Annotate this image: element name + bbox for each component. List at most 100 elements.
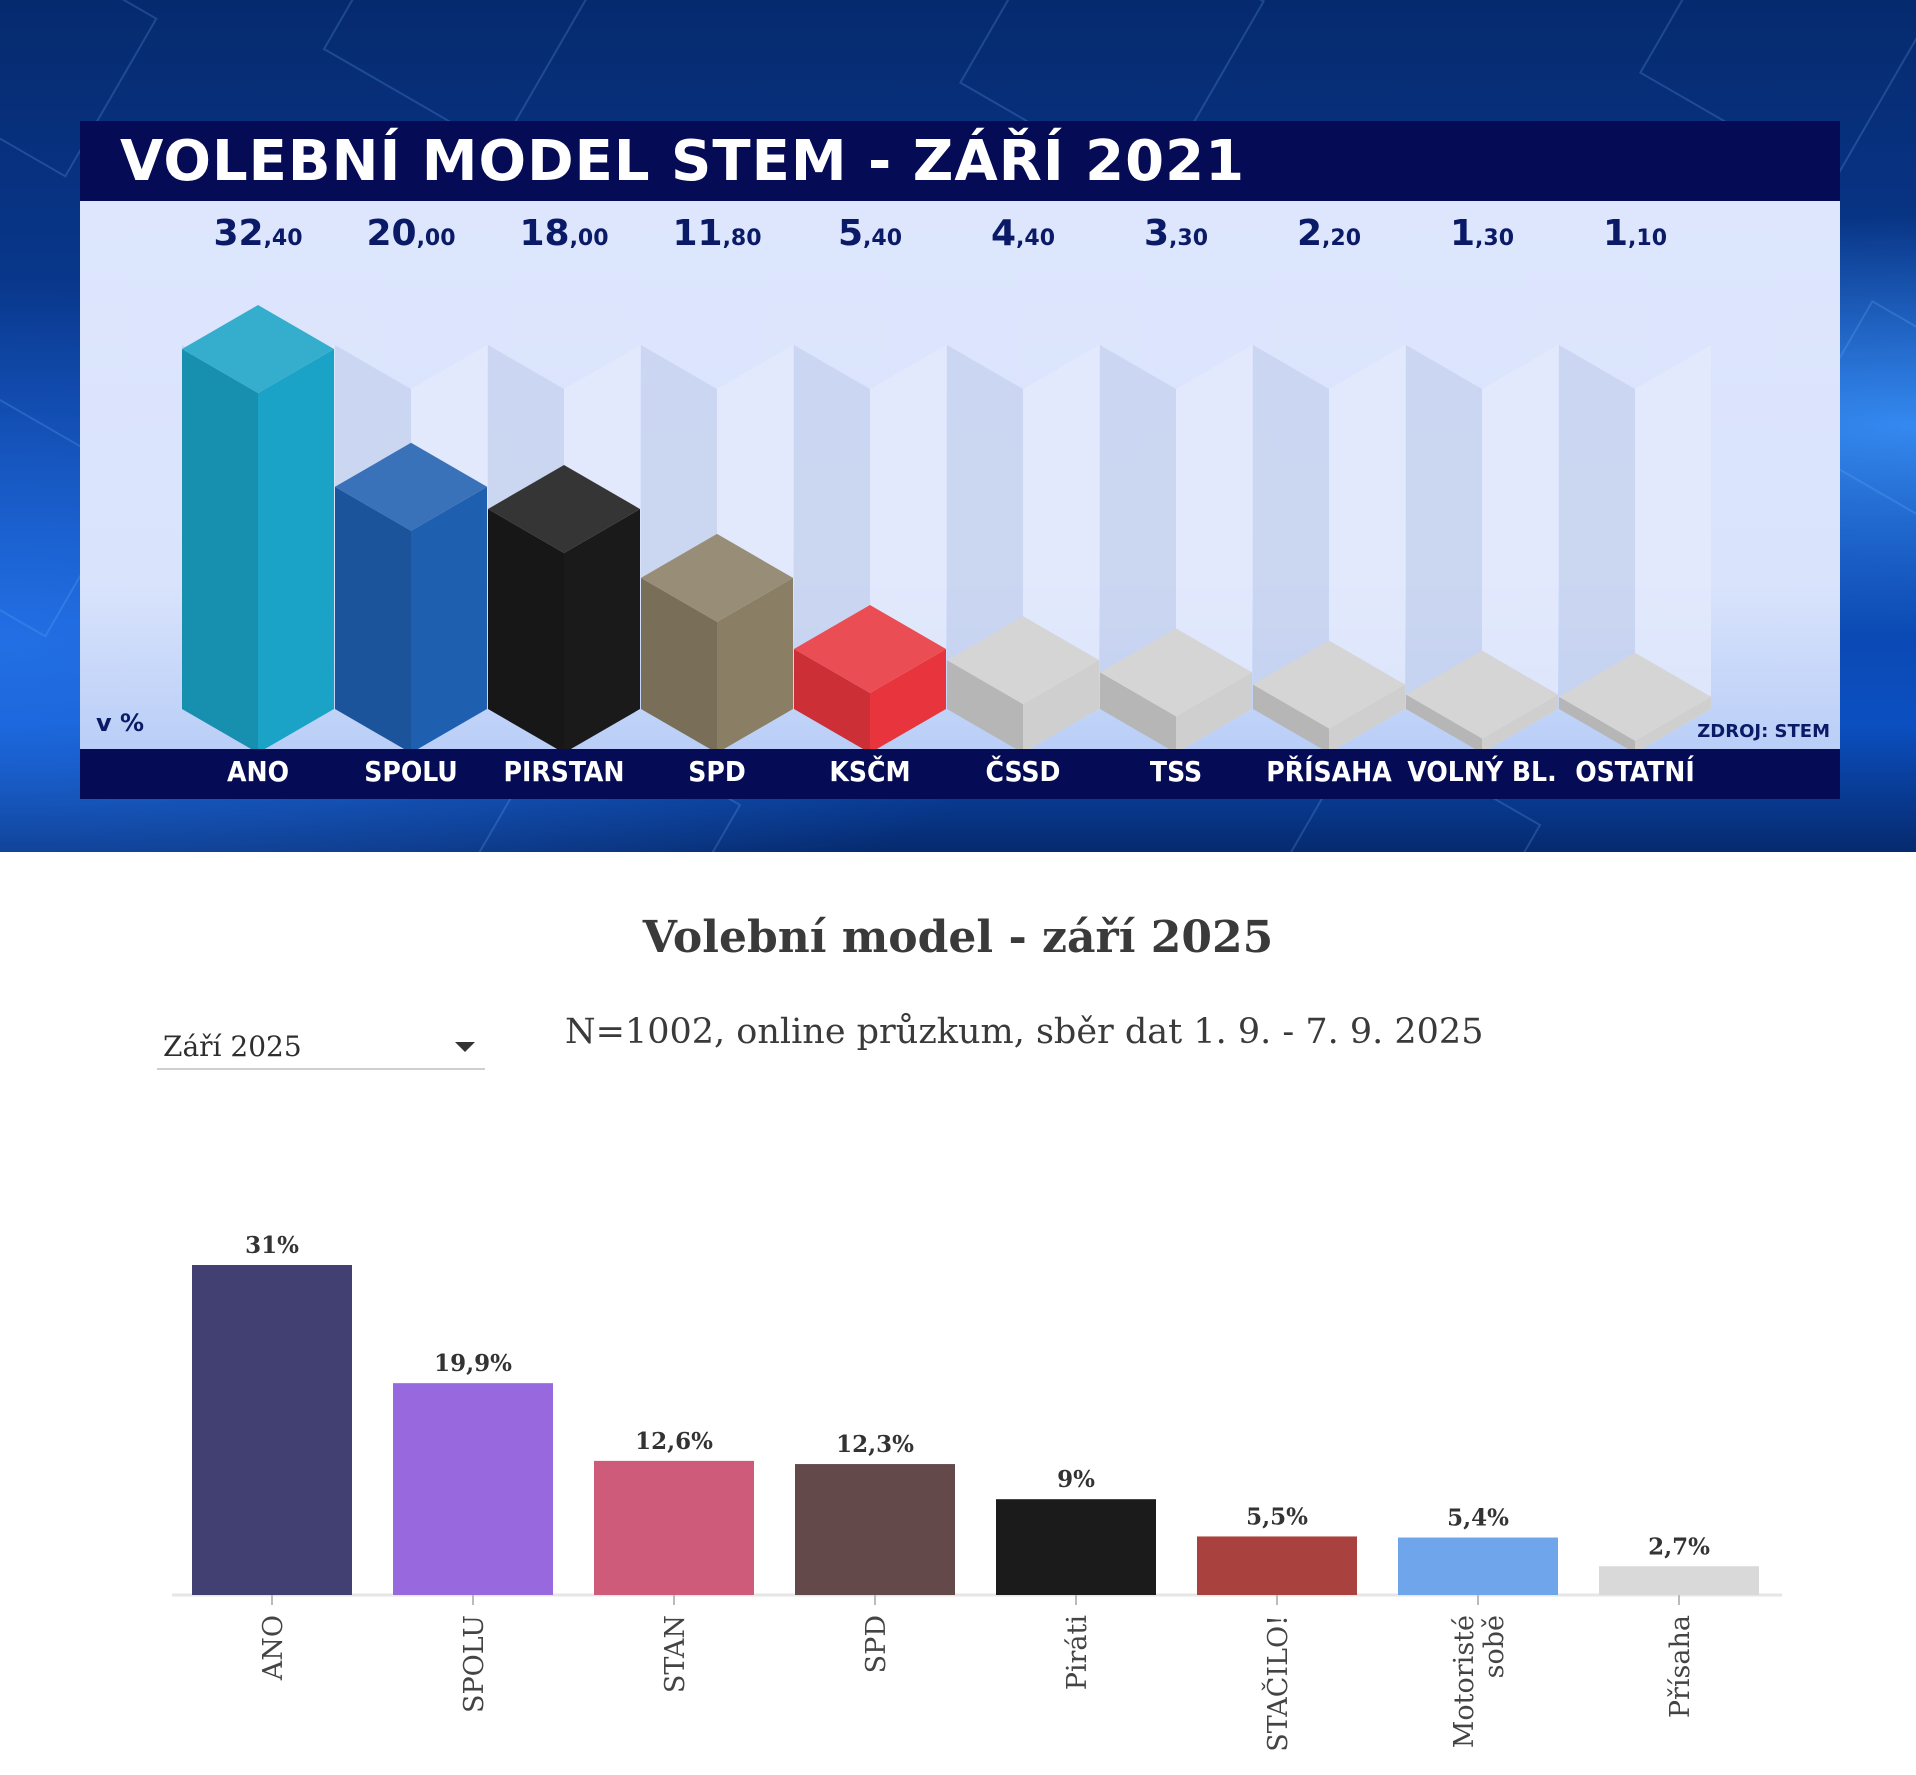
caret-down-icon <box>455 1042 475 1052</box>
stem-bar <box>488 345 640 749</box>
stem-bar-right-face <box>1635 696 1711 749</box>
stem-source-label: ZDROJ: STEM <box>1697 721 1830 742</box>
stem-bars-svg <box>182 305 1711 749</box>
stem-unit-label: v % <box>96 709 145 737</box>
x-tick-label-line: SPOLU <box>459 1615 490 1713</box>
stem-bar <box>1253 345 1405 749</box>
stem-value-decimal: ,80 <box>722 226 762 251</box>
x-tick-label-line: STAN <box>660 1615 691 1693</box>
stem-value-integer: 11 <box>672 213 723 254</box>
stem-value-label: 11,80 <box>642 213 792 254</box>
stem-value-decimal: ,40 <box>1016 226 1056 251</box>
x-tick-label: Piráti <box>1062 1615 1093 1691</box>
x-tick-label: STAN <box>660 1615 691 1693</box>
bar <box>1599 1566 1759 1595</box>
bar-value-label: 2,7% <box>1648 1533 1710 1560</box>
model-2025-title: Volební model - září 2025 <box>642 912 1274 963</box>
stem-value-decimal: ,30 <box>1169 226 1209 251</box>
month-select-value: Září 2025 <box>163 1030 302 1063</box>
stem-category-label: PŘÍSAHA <box>1266 755 1392 788</box>
stem-bar <box>1559 345 1711 749</box>
x-tick-label-line: STAČILO! <box>1260 1615 1294 1752</box>
stem-category-label: SPD <box>688 755 746 788</box>
stem-bar-right-face <box>1482 694 1558 749</box>
stem-bar-right-face <box>258 349 334 749</box>
stem-bar-top-face <box>182 305 334 393</box>
stem-bar-left-face <box>794 649 870 749</box>
bar <box>393 1383 553 1595</box>
stem-bar-top-face <box>947 616 1099 705</box>
stem-value-label: 5,40 <box>795 213 945 254</box>
stem-title-bar: VOLEBNÍ MODEL STEM - ZÁŘÍ 2021 <box>80 121 1840 201</box>
bar-value-label: 31% <box>245 1232 299 1259</box>
stem-category-label: SPOLU <box>364 755 458 788</box>
stem-category-label: KSČM <box>829 755 911 788</box>
model-2025-bars-svg: 31% ANO 19,9% SPOLU 12,6% STAN 12,3% SPD 9% Pirát… <box>172 1232 1782 1752</box>
stem-value-integer: 18 <box>519 213 570 254</box>
stem-category-label: TSS <box>1149 755 1203 788</box>
stem-chart-panel: VOLEBNÍ MODEL STEM - ZÁŘÍ 2021 32,40 20,0… <box>80 121 1840 799</box>
model-2025-section: Volební model - září 2025 Září 2025 N=10… <box>0 852 1916 1775</box>
model-2025-subtitle: N=1002, online průzkum, sběr dat 1. 9. -… <box>565 1012 1484 1052</box>
bar <box>594 1460 754 1595</box>
stem-bar <box>1100 345 1252 749</box>
stem-bar-track-left <box>1406 345 1482 749</box>
stem-bar-left-face <box>947 660 1023 749</box>
bar <box>1197 1536 1357 1595</box>
x-tick-label: SPOLU <box>459 1615 490 1713</box>
stem-value-decimal: ,40 <box>863 226 903 251</box>
stem-bar-right-face <box>1176 672 1252 749</box>
stem-value-label: 32,40 <box>183 213 333 254</box>
stem-bar-right-face <box>870 649 946 749</box>
stem-bar-top-face <box>1100 628 1252 717</box>
stem-value-integer: 32 <box>213 213 264 254</box>
x-tick-label: ANO <box>258 1615 289 1681</box>
stem-bar-right-face <box>717 577 793 749</box>
bar <box>192 1265 352 1595</box>
x-tick-label-line: Motoristé <box>1449 1615 1480 1748</box>
stem-bar <box>182 305 334 749</box>
stem-bar-left-face <box>1253 684 1329 749</box>
stem-bar-top-face <box>641 533 793 622</box>
month-select[interactable]: Září 2025 <box>157 1020 485 1070</box>
stem-value-integer: 1 <box>1602 213 1629 254</box>
stem-bar-left-face <box>1559 696 1635 749</box>
stem-value-label: 18,00 <box>489 213 639 254</box>
stem-value-integer: 1 <box>1449 213 1476 254</box>
bar-value-label: 5,5% <box>1246 1503 1308 1530</box>
stem-bar-top-face <box>335 442 487 531</box>
stem-bar-left-face <box>1100 672 1176 749</box>
stem-bar-top-face <box>1406 650 1558 739</box>
stem-bar-track-right <box>1329 345 1405 749</box>
bar-value-label: 12,6% <box>635 1428 713 1455</box>
stem-bar-top-face <box>1559 652 1711 741</box>
bar <box>1398 1537 1558 1595</box>
bar-value-label: 12,3% <box>836 1431 914 1458</box>
stem-chart-title: VOLEBNÍ MODEL STEM - ZÁŘÍ 2021 <box>120 129 1246 194</box>
stem-bar <box>1406 345 1558 749</box>
stem-bar <box>794 345 946 749</box>
stem-bar-track-right <box>1482 345 1558 749</box>
stem-category-label: OSTATNÍ <box>1575 755 1695 788</box>
stem-bar-left-face <box>1406 694 1482 749</box>
stem-value-decimal: ,20 <box>1322 226 1362 251</box>
stem-bar-left-face <box>488 509 564 749</box>
bar-value-label: 9% <box>1057 1466 1095 1493</box>
stem-bar-track-left <box>1559 345 1635 749</box>
stem-category-bar: ANO SPOLU PIRSTAN SPD KSČM ČSSD TSS PŘÍSAHA VOLN… <box>80 749 1840 799</box>
stem-bar-left-face <box>641 577 717 749</box>
stem-value-decimal: ,30 <box>1475 226 1515 251</box>
bar-value-label: 5,4% <box>1447 1505 1509 1532</box>
x-tick-label-line: sobě <box>1479 1615 1510 1678</box>
stem-value-integer: 2 <box>1296 213 1323 254</box>
bar <box>795 1464 955 1595</box>
stem-bar-right-face <box>1329 684 1405 749</box>
x-tick-label-line: SPD <box>861 1615 892 1673</box>
stem-value-label: 1,10 <box>1560 213 1710 254</box>
stem-bar-top-face <box>794 605 946 693</box>
bar <box>996 1499 1156 1595</box>
x-tick-label: STAČILO! <box>1260 1615 1294 1752</box>
stem-category-label: ČSSD <box>985 755 1061 788</box>
stem-bar-top-face <box>488 465 640 553</box>
stem-bar-right-face <box>1023 660 1099 749</box>
